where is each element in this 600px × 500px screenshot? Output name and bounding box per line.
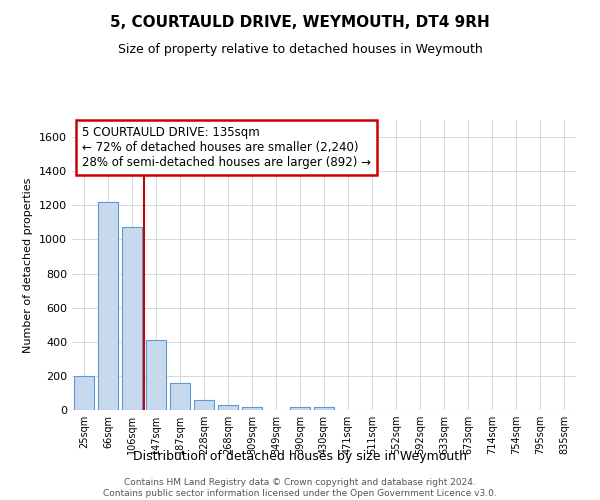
Bar (122, 226, 142, 410)
Bar (74, 376, 94, 410)
Bar (194, 400, 214, 410)
Text: Size of property relative to detached houses in Weymouth: Size of property relative to detached ho… (118, 42, 482, 56)
Text: Contains HM Land Registry data © Crown copyright and database right 2024.
Contai: Contains HM Land Registry data © Crown c… (103, 478, 497, 498)
Bar (218, 405, 238, 410)
Text: 5, COURTAULD DRIVE, WEYMOUTH, DT4 9RH: 5, COURTAULD DRIVE, WEYMOUTH, DT4 9RH (110, 15, 490, 30)
Text: Distribution of detached houses by size in Weymouth: Distribution of detached houses by size … (133, 450, 467, 463)
Bar (170, 382, 190, 410)
Bar (290, 406, 310, 410)
Bar (242, 406, 262, 410)
Bar (314, 406, 334, 410)
Text: 5 COURTAULD DRIVE: 135sqm
← 72% of detached houses are smaller (2,240)
28% of se: 5 COURTAULD DRIVE: 135sqm ← 72% of detac… (82, 126, 371, 169)
Y-axis label: Number of detached properties: Number of detached properties (23, 178, 34, 352)
Bar (146, 340, 166, 410)
Bar (98, 202, 118, 410)
